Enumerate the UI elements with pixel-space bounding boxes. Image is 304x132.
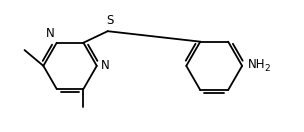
Text: 2: 2 <box>264 64 270 73</box>
Text: N: N <box>46 27 54 40</box>
Text: N: N <box>100 59 109 72</box>
Text: S: S <box>106 14 114 27</box>
Text: NH: NH <box>247 58 265 71</box>
